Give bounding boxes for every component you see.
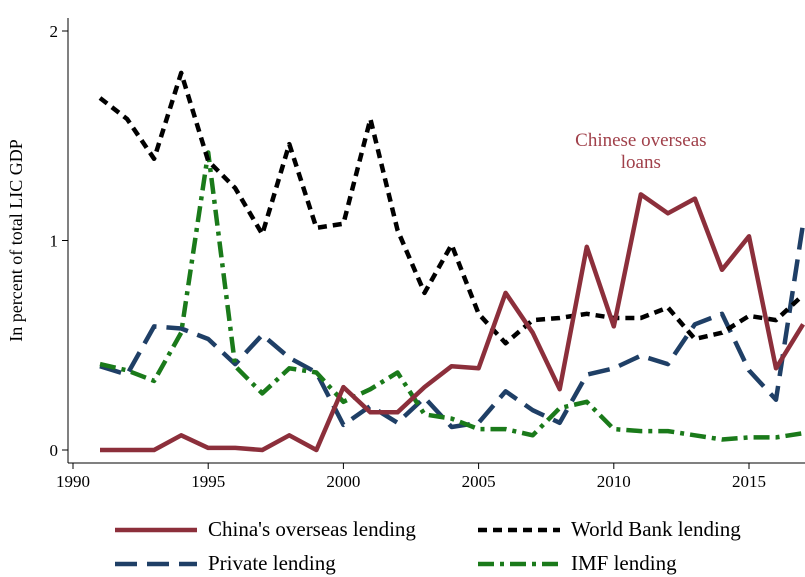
series-line-2 xyxy=(99,223,805,430)
x-tick-label: 2015 xyxy=(732,472,766,491)
x-tick-label: 1995 xyxy=(191,472,225,491)
annotation-line: loans xyxy=(621,152,661,173)
plot-area xyxy=(98,70,805,453)
series-line-1 xyxy=(98,70,805,346)
x-tick-label: 2000 xyxy=(326,472,360,491)
x-tick-label: 1990 xyxy=(56,472,90,491)
y-tick-label: 1 xyxy=(50,232,59,251)
axes: 0 1 2 1990 1995 2000 2005 2010 2015 xyxy=(50,18,805,491)
annotation-line: Chinese overseas xyxy=(575,130,706,151)
y-ticks: 0 1 2 xyxy=(50,22,68,460)
series-line-0 xyxy=(100,192,805,453)
legend-label: China's overseas lending xyxy=(208,517,416,541)
x-tick-label: 2005 xyxy=(462,472,496,491)
legend-label: World Bank lending xyxy=(571,517,741,541)
legend-label: Private lending xyxy=(208,551,336,575)
series-line-3 xyxy=(99,150,804,442)
legend-label: IMF lending xyxy=(571,551,677,575)
y-tick-label: 0 xyxy=(50,441,59,460)
y-tick-label: 2 xyxy=(50,22,59,41)
legend: China's overseas lending World Bank lendi… xyxy=(115,517,741,575)
x-ticks: 1990 1995 2000 2005 2010 2015 xyxy=(56,463,766,491)
x-tick-label: 2010 xyxy=(597,472,631,491)
y-axis-title: In percent of total LIC GDP xyxy=(6,139,26,341)
